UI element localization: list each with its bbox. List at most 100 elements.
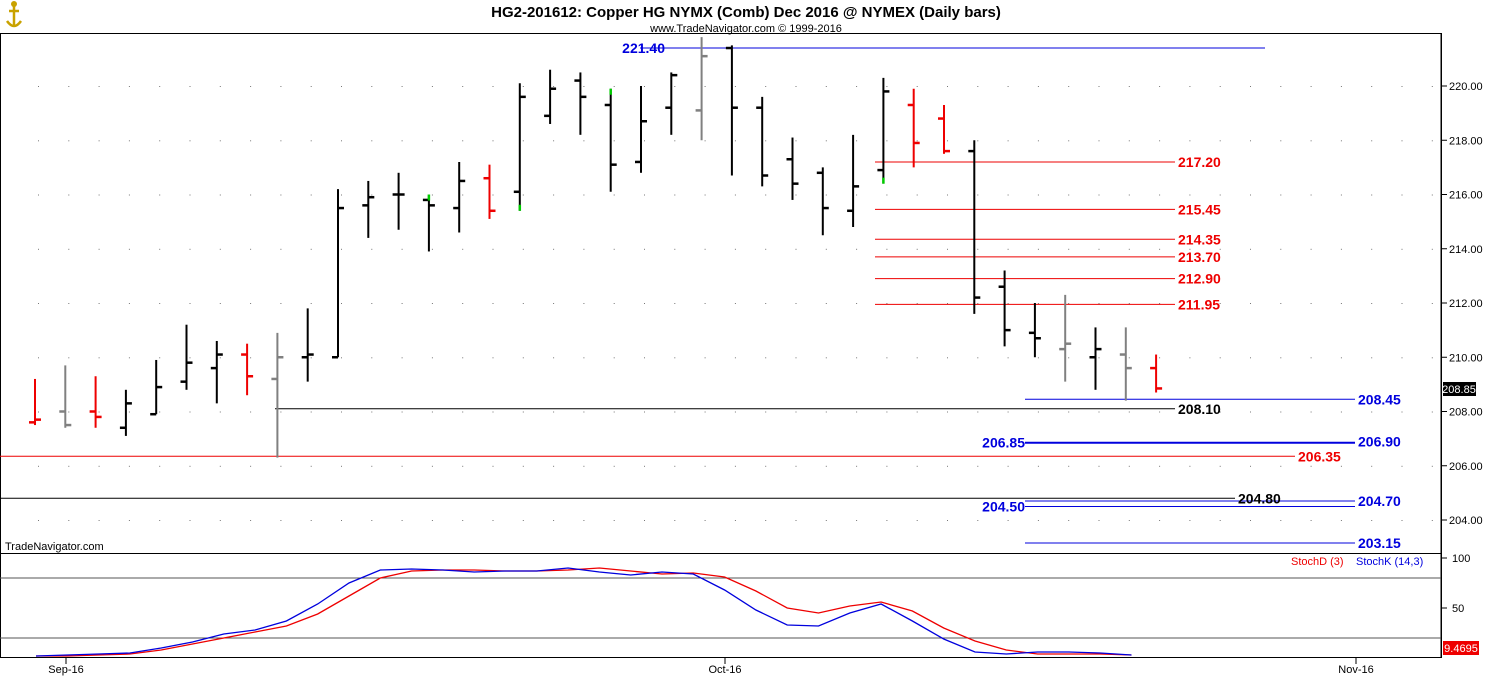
grid-dot bbox=[250, 411, 252, 413]
grid-dot bbox=[613, 194, 615, 196]
grid-dot bbox=[1340, 86, 1342, 87]
grid-dot bbox=[341, 194, 342, 196]
grid-dot bbox=[765, 248, 767, 250]
grid-dot bbox=[1189, 465, 1191, 467]
ohlc-bar bbox=[513, 83, 526, 211]
grid-dot bbox=[341, 520, 342, 521]
grid-dot bbox=[704, 465, 706, 467]
grid-dot bbox=[1189, 411, 1191, 413]
grid-dot bbox=[1280, 303, 1282, 304]
grid-dot bbox=[1098, 86, 1100, 87]
grid-dot bbox=[38, 520, 39, 521]
grid-dot bbox=[250, 86, 252, 87]
grid-dot bbox=[977, 303, 979, 304]
grid-dot bbox=[1250, 86, 1251, 87]
grid-dot bbox=[159, 357, 161, 359]
grid-dot bbox=[1250, 303, 1251, 304]
grid-dot bbox=[98, 411, 100, 413]
grid-dot bbox=[1310, 357, 1312, 359]
grid-dot bbox=[462, 357, 464, 359]
grid-dot bbox=[856, 411, 858, 413]
grid-dot bbox=[310, 520, 312, 521]
grid-dot bbox=[613, 140, 615, 142]
grid-dot bbox=[704, 248, 706, 250]
grid-dot bbox=[977, 140, 979, 142]
grid-dot bbox=[189, 140, 191, 142]
ohlc-bar bbox=[119, 389, 132, 436]
grid-dot bbox=[38, 86, 39, 87]
grid-dot bbox=[916, 194, 918, 196]
grid-dot bbox=[280, 303, 282, 304]
grid-dot bbox=[1310, 194, 1312, 196]
grid-dot bbox=[250, 140, 252, 142]
grid-dot bbox=[522, 140, 524, 142]
grid-dot bbox=[1159, 520, 1161, 521]
ohlc-bar bbox=[604, 88, 617, 192]
grid-dot bbox=[1250, 140, 1251, 142]
ohlc-bar bbox=[968, 140, 981, 314]
grid-dot bbox=[371, 357, 373, 359]
grid-dot bbox=[1007, 465, 1009, 467]
grid-dot bbox=[1310, 140, 1312, 142]
level-label-red: 213.70 bbox=[1178, 249, 1221, 265]
grid-dot bbox=[553, 194, 555, 196]
grid-dot bbox=[856, 194, 858, 196]
grid-dot bbox=[765, 303, 767, 304]
grid-dot bbox=[522, 357, 524, 359]
grid-dot bbox=[1280, 465, 1282, 467]
level-label-red: 215.45 bbox=[1178, 201, 1221, 217]
grid-dot bbox=[644, 357, 645, 359]
grid-dot bbox=[825, 357, 827, 359]
grid-dot bbox=[98, 194, 100, 196]
grid-dot bbox=[128, 248, 130, 250]
grid-dot bbox=[189, 411, 191, 413]
ohlc-bar bbox=[938, 104, 950, 154]
grid-dot bbox=[1371, 248, 1373, 250]
grid-dot bbox=[401, 411, 403, 413]
grid-dot bbox=[613, 86, 615, 87]
grid-dot bbox=[947, 194, 948, 196]
grid-dot bbox=[553, 411, 555, 413]
ohlc-bar bbox=[241, 343, 254, 396]
date-tick-label: Sep-16 bbox=[48, 664, 83, 676]
stoch-tick-label: 50 bbox=[1452, 603, 1464, 615]
grid-dot bbox=[522, 411, 524, 413]
grid-dot bbox=[280, 86, 282, 87]
grid-dot bbox=[1037, 411, 1039, 413]
grid-dot bbox=[583, 303, 585, 304]
grid-dot bbox=[98, 248, 100, 250]
grid-dot bbox=[462, 194, 464, 196]
grid-dot bbox=[68, 194, 70, 196]
grid-dot bbox=[674, 411, 676, 413]
date-axis-labels: Sep-16 Oct-16 Nov-16 bbox=[48, 658, 1374, 676]
grid-dot bbox=[1007, 411, 1009, 413]
grid-dot bbox=[38, 411, 39, 413]
grid-dot bbox=[795, 303, 797, 304]
grid-dot bbox=[341, 303, 342, 304]
grid-dot bbox=[38, 194, 39, 196]
ohlc-bar bbox=[635, 86, 647, 173]
grid-dot bbox=[553, 86, 555, 87]
ohlc-bar bbox=[786, 137, 799, 200]
ohlc-bar bbox=[816, 167, 829, 236]
grid-dot bbox=[1340, 140, 1342, 142]
grid-dot bbox=[128, 86, 130, 87]
grid-dot bbox=[947, 465, 948, 467]
grid-dot bbox=[704, 303, 706, 304]
grid-dot bbox=[1280, 411, 1282, 413]
price-tick-label: 210.00 bbox=[1449, 352, 1483, 364]
grid-dot bbox=[1250, 357, 1251, 359]
watermark-text: TradeNavigator.com bbox=[5, 541, 104, 553]
grid-dot bbox=[310, 303, 312, 304]
level-label-blue: 206.85 bbox=[982, 435, 1025, 451]
grid-dot bbox=[765, 465, 767, 467]
grid-dot bbox=[431, 194, 433, 196]
grid-dot bbox=[462, 303, 464, 304]
grid-dot bbox=[1068, 357, 1070, 359]
grid-dot bbox=[1280, 248, 1282, 250]
grid-dot bbox=[189, 248, 191, 250]
grid-dot bbox=[644, 86, 645, 87]
grid-dot bbox=[916, 248, 918, 250]
grid-dot bbox=[1189, 86, 1191, 87]
grid-dot bbox=[825, 248, 827, 250]
